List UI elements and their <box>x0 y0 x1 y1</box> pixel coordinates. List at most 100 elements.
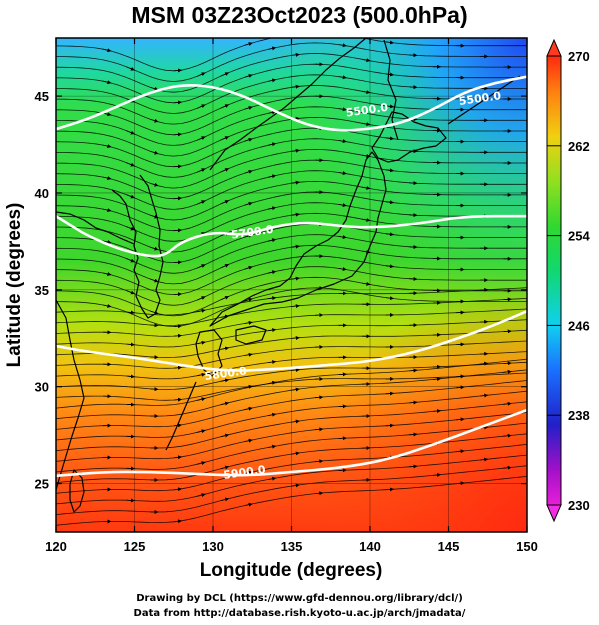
streamline-arrow <box>338 75 347 80</box>
streamline-arrow <box>267 380 277 385</box>
streamline-arrow <box>244 74 253 78</box>
streamline-arrow <box>291 387 300 392</box>
coastline-china <box>56 299 85 491</box>
y-axis: 25 30 35 40 45 <box>35 89 527 492</box>
streamline-arrow <box>150 246 159 251</box>
streamline-arrow <box>385 232 394 237</box>
streamline-arrow <box>197 72 206 77</box>
streamline-arrow <box>126 130 135 135</box>
streamline-arrow <box>220 378 230 383</box>
colorbar-ticks: 230 238 246 254 262 270 <box>547 49 590 513</box>
streamline-arrow <box>291 52 300 57</box>
streamline-arrow <box>409 213 418 218</box>
streamline-arrow <box>150 278 159 283</box>
streamline-arrow <box>220 295 230 301</box>
streamline-arrow <box>244 42 253 46</box>
contour-line-5700.0 <box>56 214 527 258</box>
streamline-arrow <box>409 464 418 469</box>
streamline <box>56 287 527 328</box>
x-axis-label: Longitude (degrees) <box>200 560 383 581</box>
streamline-arrow <box>220 433 230 438</box>
colorbar-scale <box>546 55 562 506</box>
streamline-arrow <box>432 409 441 414</box>
credit-data-source: Data from http://database.rish.kyoto-u.a… <box>133 608 466 619</box>
streamline-arrow <box>103 208 112 213</box>
streamline-arrow <box>197 493 206 498</box>
streamline-arrow <box>503 369 512 374</box>
streamline-arrow <box>197 340 206 345</box>
streamline-arrow <box>220 72 230 77</box>
colorbar-tick-label: 262 <box>568 139 590 154</box>
coastline-kurils <box>447 75 521 125</box>
streamline-arrow <box>338 267 347 272</box>
x-tick-label: 145 <box>438 539 460 554</box>
streamline-arrow <box>197 104 206 109</box>
streamline <box>56 95 527 136</box>
streamline-arrow <box>173 292 182 297</box>
contour-label: 5900.0 <box>223 463 267 482</box>
streamline-arrow <box>197 308 206 313</box>
streamline-arrow <box>244 265 253 270</box>
coastline-russia <box>209 38 367 171</box>
streamline <box>56 476 527 526</box>
streamline-arrow <box>267 206 277 211</box>
streamline-arrow <box>197 461 206 466</box>
streamline-arrow <box>267 296 277 301</box>
streamline-arrow <box>173 455 182 460</box>
streamline-arrow <box>503 401 512 406</box>
colorbar: 230 238 246 254 262 270 <box>546 38 590 523</box>
streamline-arrow <box>479 361 489 366</box>
streamline-arrow <box>173 519 182 524</box>
streamline-arrow <box>150 86 159 91</box>
streamline-arrow <box>385 72 394 77</box>
x-tick-label: 135 <box>281 539 303 554</box>
streamline <box>56 191 527 232</box>
streamline-arrow <box>173 260 182 265</box>
streamline-arrow <box>197 168 206 173</box>
streamline-arrow <box>103 80 112 85</box>
coastline-shikoku <box>235 325 267 345</box>
streamline-arrow <box>338 139 347 144</box>
streamline-arrow <box>103 176 112 181</box>
streamline-arrow <box>244 384 253 389</box>
streamline-arrow <box>291 368 300 373</box>
streamline-arrow <box>291 148 300 153</box>
streamline-arrow <box>197 136 206 141</box>
streamline-arrow <box>362 122 371 127</box>
streamline-arrow <box>456 449 465 454</box>
x-tick-label: 140 <box>359 539 381 554</box>
streamline-arrow <box>315 491 324 496</box>
streamline-arrow <box>220 401 230 406</box>
streamline-arrow <box>126 226 135 231</box>
streamline-arrow <box>220 104 230 109</box>
streamline-arrow <box>173 68 182 73</box>
streamline-arrow <box>173 397 182 402</box>
streamline-arrow <box>291 212 300 217</box>
x-tick-label: 120 <box>45 539 67 554</box>
x-tick-label: 150 <box>516 539 538 554</box>
streamline-arrow <box>267 412 277 417</box>
streamline-arrow <box>362 185 371 190</box>
streamline-arrow <box>220 264 230 269</box>
colorbar-tick-label: 230 <box>568 498 590 513</box>
streamline-arrow <box>267 78 277 83</box>
streamline <box>56 372 527 401</box>
streamline <box>56 63 527 104</box>
streamline-arrow <box>503 465 512 470</box>
streamline-arrow <box>385 136 394 141</box>
streamline-arrow <box>338 171 347 176</box>
streamline-arrow <box>197 200 206 205</box>
streamline-arrow <box>385 200 394 205</box>
coastline-taiwan <box>69 469 85 513</box>
streamline-arrow <box>220 465 230 470</box>
map-title: MSM 03Z23Oct2023 (500.0hPa) <box>131 2 468 28</box>
contour-line-5900.0 <box>56 408 527 478</box>
streamline-arrow <box>126 290 135 295</box>
streamline-arrow <box>267 444 277 449</box>
streamline-arrow <box>362 281 371 286</box>
streamline-arrow <box>103 48 112 53</box>
streamline-arrow <box>385 423 394 428</box>
streamline-arrow <box>220 346 230 351</box>
streamline-arrow <box>244 106 253 110</box>
streamline-arrow <box>126 258 135 263</box>
